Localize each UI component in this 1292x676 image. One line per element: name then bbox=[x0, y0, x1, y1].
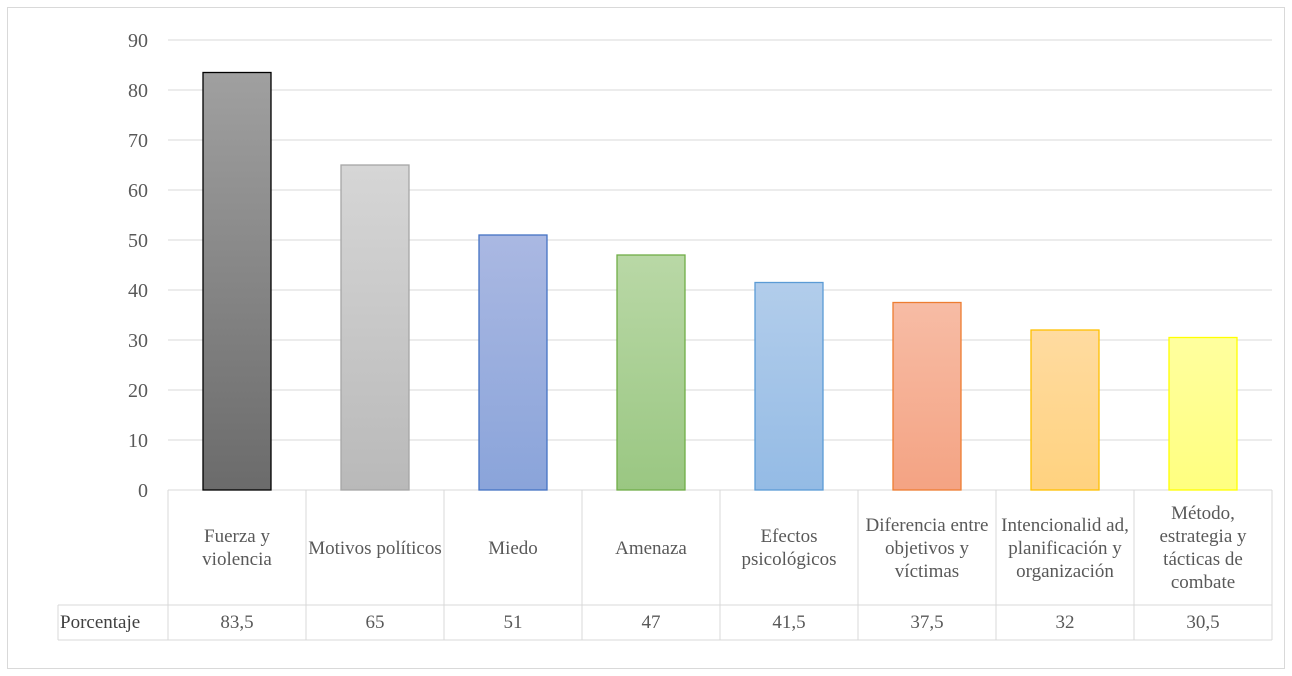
data-table-series-label: Porcentaje bbox=[60, 611, 141, 633]
y-tick-label: 90 bbox=[128, 30, 148, 52]
bar-2 bbox=[478, 234, 548, 491]
chart-frame bbox=[7, 7, 1285, 669]
y-tick-label: 70 bbox=[128, 130, 148, 152]
bar-6 bbox=[1030, 329, 1100, 491]
bar-3 bbox=[616, 254, 686, 491]
y-tick-label: 50 bbox=[128, 230, 148, 252]
bar-4 bbox=[754, 281, 824, 491]
data-table-value: 41,5 bbox=[772, 611, 806, 633]
bar-0 bbox=[202, 71, 272, 491]
category-label: Intencionalid ad, planificación y organi… bbox=[1001, 514, 1129, 582]
category-label: Fuerza y violencia bbox=[202, 526, 272, 570]
data-table-value: 30,5 bbox=[1186, 611, 1220, 633]
category-label: Efectos psicológicos bbox=[741, 526, 837, 570]
bar-1 bbox=[340, 164, 410, 491]
data-table-value: 32 bbox=[1055, 611, 1075, 633]
data-table-value: 47 bbox=[641, 611, 661, 633]
y-tick-label: 80 bbox=[128, 80, 148, 102]
data-table-value: 37,5 bbox=[910, 611, 944, 633]
category-label: Amenaza bbox=[615, 537, 687, 559]
y-tick-label: 60 bbox=[128, 180, 148, 202]
category-label: Diferencia entre objetivos y víctimas bbox=[865, 514, 989, 582]
data-table-value: 83,5 bbox=[220, 611, 254, 633]
category-label: Miedo bbox=[488, 537, 538, 559]
category-label: Motivos políticos bbox=[308, 537, 442, 559]
y-tick-label: 40 bbox=[128, 280, 148, 302]
bar-7 bbox=[1168, 336, 1238, 491]
y-tick-label: 30 bbox=[128, 330, 148, 352]
category-label: Método, estrategia y tácticas de combate bbox=[1159, 503, 1247, 593]
y-tick-label: 10 bbox=[128, 430, 148, 452]
data-table-value: 51 bbox=[503, 611, 523, 633]
y-tick-label: 0 bbox=[138, 480, 148, 502]
data-table-value: 65 bbox=[365, 611, 385, 633]
y-tick-label: 20 bbox=[128, 380, 148, 402]
bar-5 bbox=[892, 301, 962, 491]
